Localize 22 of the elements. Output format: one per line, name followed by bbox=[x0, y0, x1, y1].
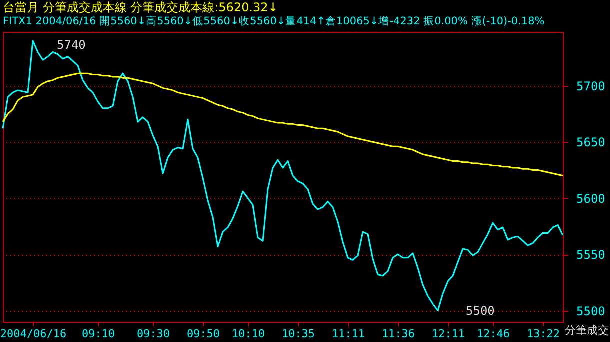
x-tick-label: 09:10 bbox=[82, 328, 116, 340]
x-tick-label: 11:11 bbox=[332, 328, 366, 340]
x-tick-label: 10:10 bbox=[232, 328, 266, 340]
annotation: 5740 bbox=[57, 38, 86, 52]
x-tick-label: 12:46 bbox=[476, 328, 510, 340]
y-tick-label: 5600 bbox=[576, 192, 606, 206]
x-tick-label: 10:35 bbox=[282, 328, 316, 340]
annotation: 5500 bbox=[466, 304, 495, 318]
x-tick-label: 13:22 bbox=[526, 328, 560, 340]
y-tick-label: 5700 bbox=[576, 79, 606, 94]
y-tick-label: 5500 bbox=[576, 304, 606, 318]
y-tick-label: 5650 bbox=[576, 136, 606, 150]
line-series bbox=[2, 72, 564, 177]
chart-title: 台當月 分筆成交成本線 分筆成交成本線:5620.32↓ bbox=[3, 0, 278, 14]
x-tick-label: 09:50 bbox=[186, 328, 220, 340]
chart-subtitle: FITX1 2004/06/16 開5560↓高5560↓低5560↓收5560↓量414↑倉10065↓增-4232 振0.00% 漲(-10)-0.18% bbox=[3, 14, 545, 28]
x-tick-label: 2004/06/16 bbox=[0, 328, 67, 340]
y-tick-label: 5550 bbox=[576, 248, 606, 262]
text: 分筆成交 bbox=[565, 323, 609, 338]
x-tick-label: 09:30 bbox=[136, 328, 170, 340]
x-tick-label: 12:11 bbox=[432, 328, 466, 340]
x-tick-label: 11:36 bbox=[382, 328, 416, 340]
